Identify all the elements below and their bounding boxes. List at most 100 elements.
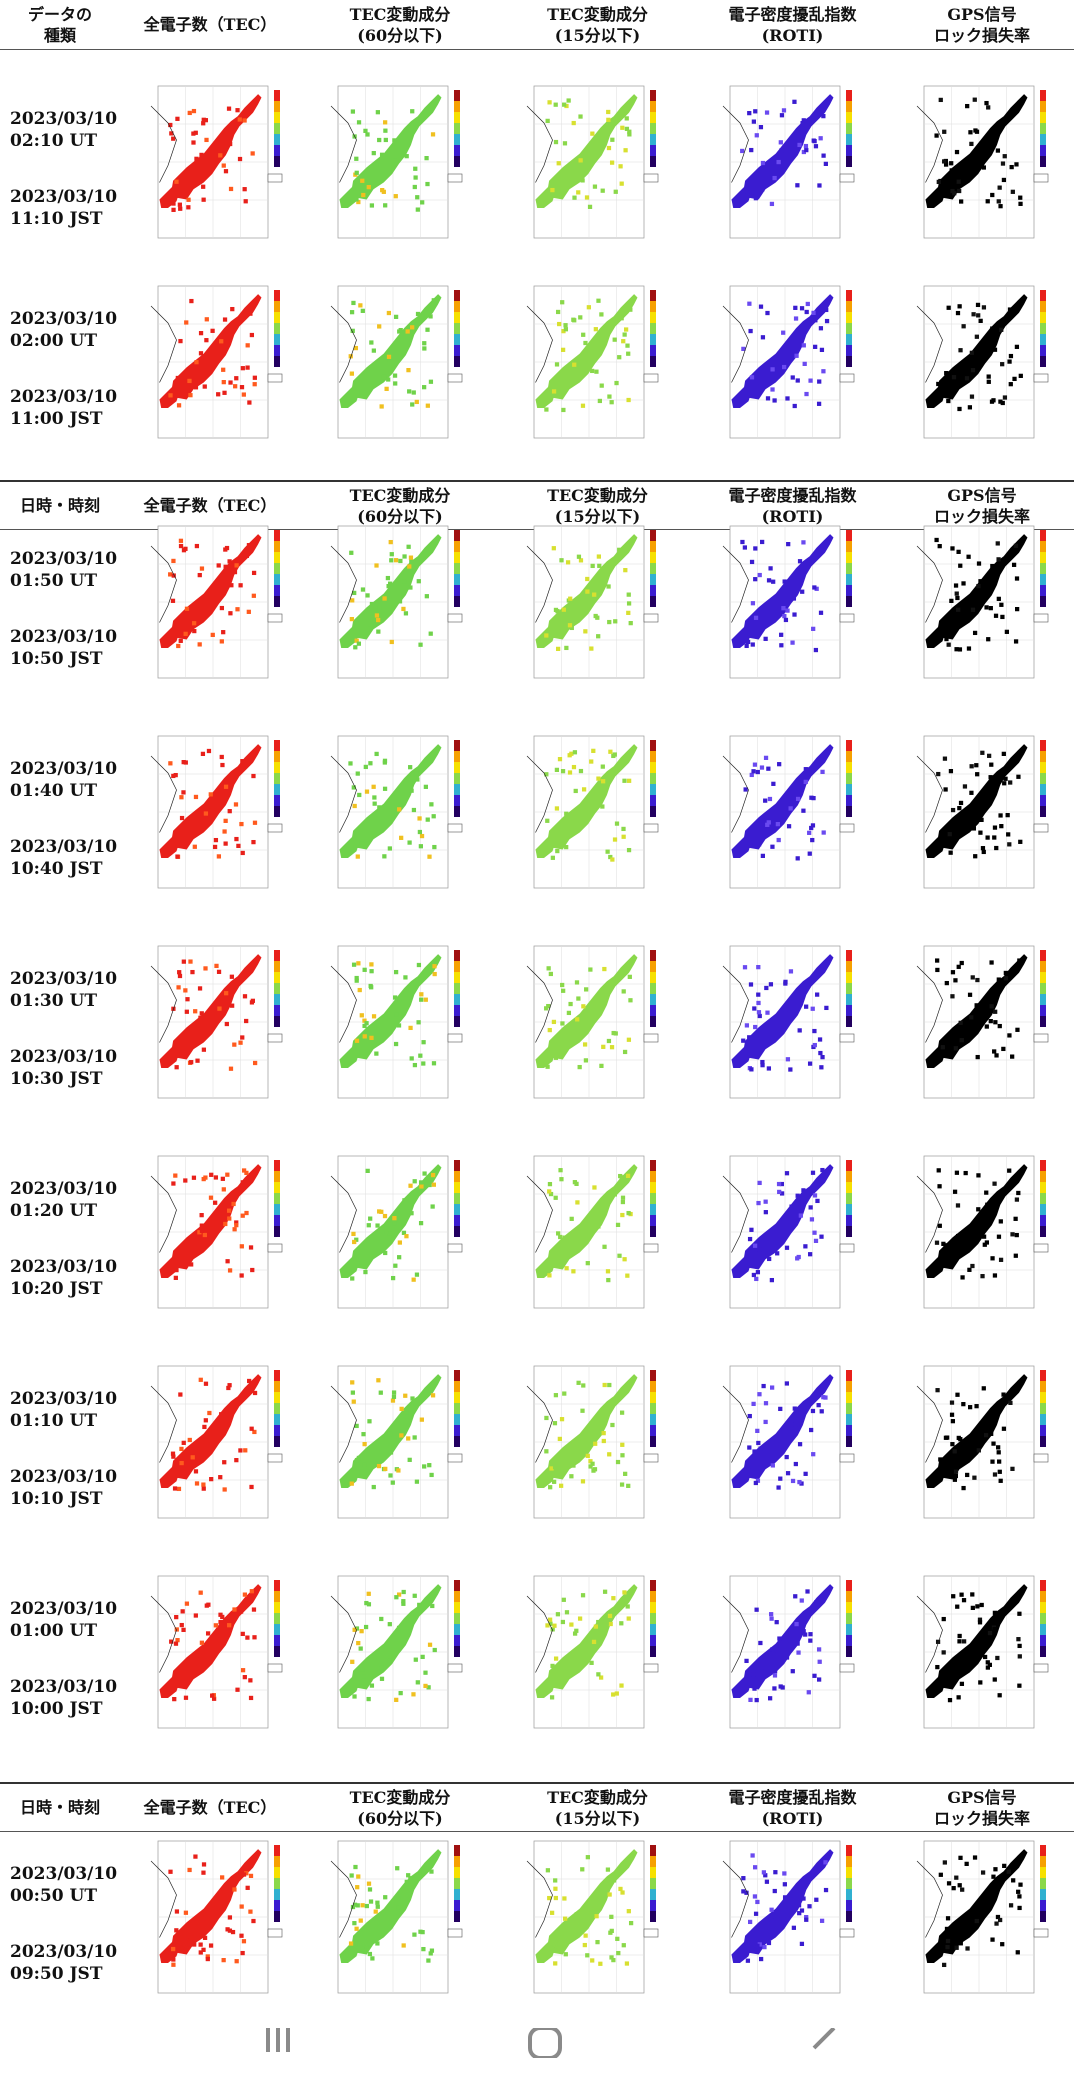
home-icon[interactable] (515, 2028, 575, 2076)
header-text: 全電子数（TEC） (143, 1798, 277, 1817)
map-tec (150, 1575, 283, 1729)
map-dtec60 (330, 1365, 463, 1519)
header-cell-col3: TEC変動成分 (60分以下) (300, 1784, 500, 1831)
map-dtec15 (526, 1155, 659, 1309)
map-tec (150, 945, 283, 1099)
ut-date: 2023/03/10 (10, 759, 118, 779)
ut-date: 2023/03/10 (10, 1599, 118, 1619)
map-dtec60 (330, 525, 463, 679)
map-lol (916, 1575, 1049, 1729)
header-cell-col6: GPS信号 ロック損失率 (890, 1784, 1074, 1831)
header-text: TEC変動成分 (349, 485, 451, 505)
map-tec (150, 735, 283, 889)
header-text: ロック損失率 (933, 506, 1030, 526)
row-datetime-label: 2023/03/10 01:50 UT 2023/03/10 10:50 JST (10, 548, 120, 670)
recents-icon[interactable] (248, 2028, 308, 2076)
header-cell-col6: GPS信号 ロック損失率 (890, 482, 1074, 529)
map-dtec15 (526, 85, 659, 239)
map-dtec15 (526, 285, 659, 439)
map-roti (722, 1155, 855, 1309)
jst-date: 2023/03/10 (10, 1047, 118, 1067)
jst-date: 2023/03/10 (10, 1467, 118, 1487)
jst-date: 2023/03/10 (10, 387, 118, 407)
table-header-row: データの 種類 全電子数（TEC） TEC変動成分 (60分以下) TEC変動成分 (15分… (0, 0, 1074, 50)
map-roti (722, 285, 855, 439)
header-text: (60分以下) (357, 25, 443, 45)
spacer (10, 152, 120, 186)
spacer (10, 1432, 120, 1466)
row-datetime-label: 2023/03/10 02:00 UT 2023/03/10 11:00 JST (10, 308, 120, 430)
header-cell-col1: 日時・時刻 (0, 482, 120, 529)
header-text: (15分以下) (554, 1808, 641, 1828)
header-text: TEC変動成分 (349, 4, 451, 24)
header-cell-col3: TEC変動成分 (60分以下) (300, 0, 500, 49)
spacer (10, 1222, 120, 1256)
map-roti (722, 1840, 855, 1994)
map-tec (150, 1840, 283, 1994)
header-text: (60分以下) (357, 506, 443, 526)
row-datetime-label: 2023/03/10 02:10 UT 2023/03/10 11:10 JST (10, 108, 120, 230)
map-dtec60 (330, 85, 463, 239)
spacer (10, 592, 120, 626)
header-cell-col4: TEC変動成分 (15分以下) (500, 0, 695, 49)
map-dtec60 (330, 1575, 463, 1729)
ut-time: 01:00 UT (10, 1621, 97, 1641)
map-dtec15 (526, 945, 659, 1099)
ut-time: 01:40 UT (10, 781, 97, 801)
spacer (10, 1907, 120, 1941)
header-cell-col2: 全電子数（TEC） (120, 0, 300, 49)
header-cell-col5: 電子密度擾乱指数 (ROTI) (695, 482, 890, 529)
map-roti (722, 945, 855, 1099)
map-tec (150, 285, 283, 439)
table-header-row: 日時・時刻 全電子数（TEC） TEC変動成分 (60分以下) TEC変動成分 (15分以… (0, 1782, 1074, 1832)
ut-date: 2023/03/10 (10, 309, 118, 329)
table-header-row: 日時・時刻 全電子数（TEC） TEC変動成分 (60分以下) TEC変動成分 (15分以… (0, 480, 1074, 530)
jst-time: 09:50 JST (10, 1964, 103, 1984)
jst-date: 2023/03/10 (10, 627, 118, 647)
row-datetime-label: 2023/03/10 01:10 UT 2023/03/10 10:10 JST (10, 1388, 120, 1510)
map-tec (150, 1365, 283, 1519)
jst-date: 2023/03/10 (10, 837, 118, 857)
header-text: TEC変動成分 (349, 1787, 451, 1807)
map-lol (916, 1840, 1049, 1994)
jst-date: 2023/03/10 (10, 1942, 118, 1962)
map-roti (722, 735, 855, 889)
ut-time: 02:10 UT (10, 131, 97, 151)
header-text: TEC変動成分 (547, 4, 648, 24)
back-icon[interactable] (792, 2028, 852, 2076)
header-cell-col5: 電子密度擾乱指数 (ROTI) (695, 1784, 890, 1831)
ut-date: 2023/03/10 (10, 969, 118, 989)
header-text: ロック損失率 (933, 1808, 1030, 1828)
map-dtec15 (526, 735, 659, 889)
ut-time: 02:00 UT (10, 331, 97, 351)
row-datetime-label: 2023/03/10 01:20 UT 2023/03/10 10:20 JST (10, 1178, 120, 1300)
spacer (10, 352, 120, 386)
map-lol (916, 945, 1049, 1099)
header-cell-col4: TEC変動成分 (15分以下) (500, 1784, 695, 1831)
header-cell-col1: 日時・時刻 (0, 1784, 120, 1831)
map-lol (916, 85, 1049, 239)
map-dtec15 (526, 525, 659, 679)
row-datetime-label: 2023/03/10 00:50 UT 2023/03/10 09:50 JST (10, 1863, 120, 1985)
ut-time: 01:20 UT (10, 1201, 97, 1221)
header-text: GPS信号 (947, 1787, 1017, 1807)
jst-time: 10:40 JST (10, 859, 103, 879)
map-dtec15 (526, 1575, 659, 1729)
header-text: 電子密度擾乱指数 (728, 1787, 857, 1807)
header-cell-col3: TEC変動成分 (60分以下) (300, 482, 500, 529)
map-tec (150, 85, 283, 239)
header-text: (15分以下) (554, 25, 641, 45)
jst-time: 11:10 JST (10, 209, 103, 229)
row-datetime-label: 2023/03/10 01:40 UT 2023/03/10 10:40 JST (10, 758, 120, 880)
jst-date: 2023/03/10 (10, 187, 118, 207)
header-text: (ROTI) (761, 506, 824, 526)
header-text: (ROTI) (761, 25, 824, 45)
header-text: 全電子数（TEC） (143, 496, 277, 515)
row-datetime-label: 2023/03/10 01:30 UT 2023/03/10 10:30 JST (10, 968, 120, 1090)
header-text: (ROTI) (761, 1808, 824, 1828)
ut-date: 2023/03/10 (10, 549, 118, 569)
ut-date: 2023/03/10 (10, 1389, 118, 1409)
map-dtec15 (526, 1365, 659, 1519)
ut-date: 2023/03/10 (10, 1179, 118, 1199)
